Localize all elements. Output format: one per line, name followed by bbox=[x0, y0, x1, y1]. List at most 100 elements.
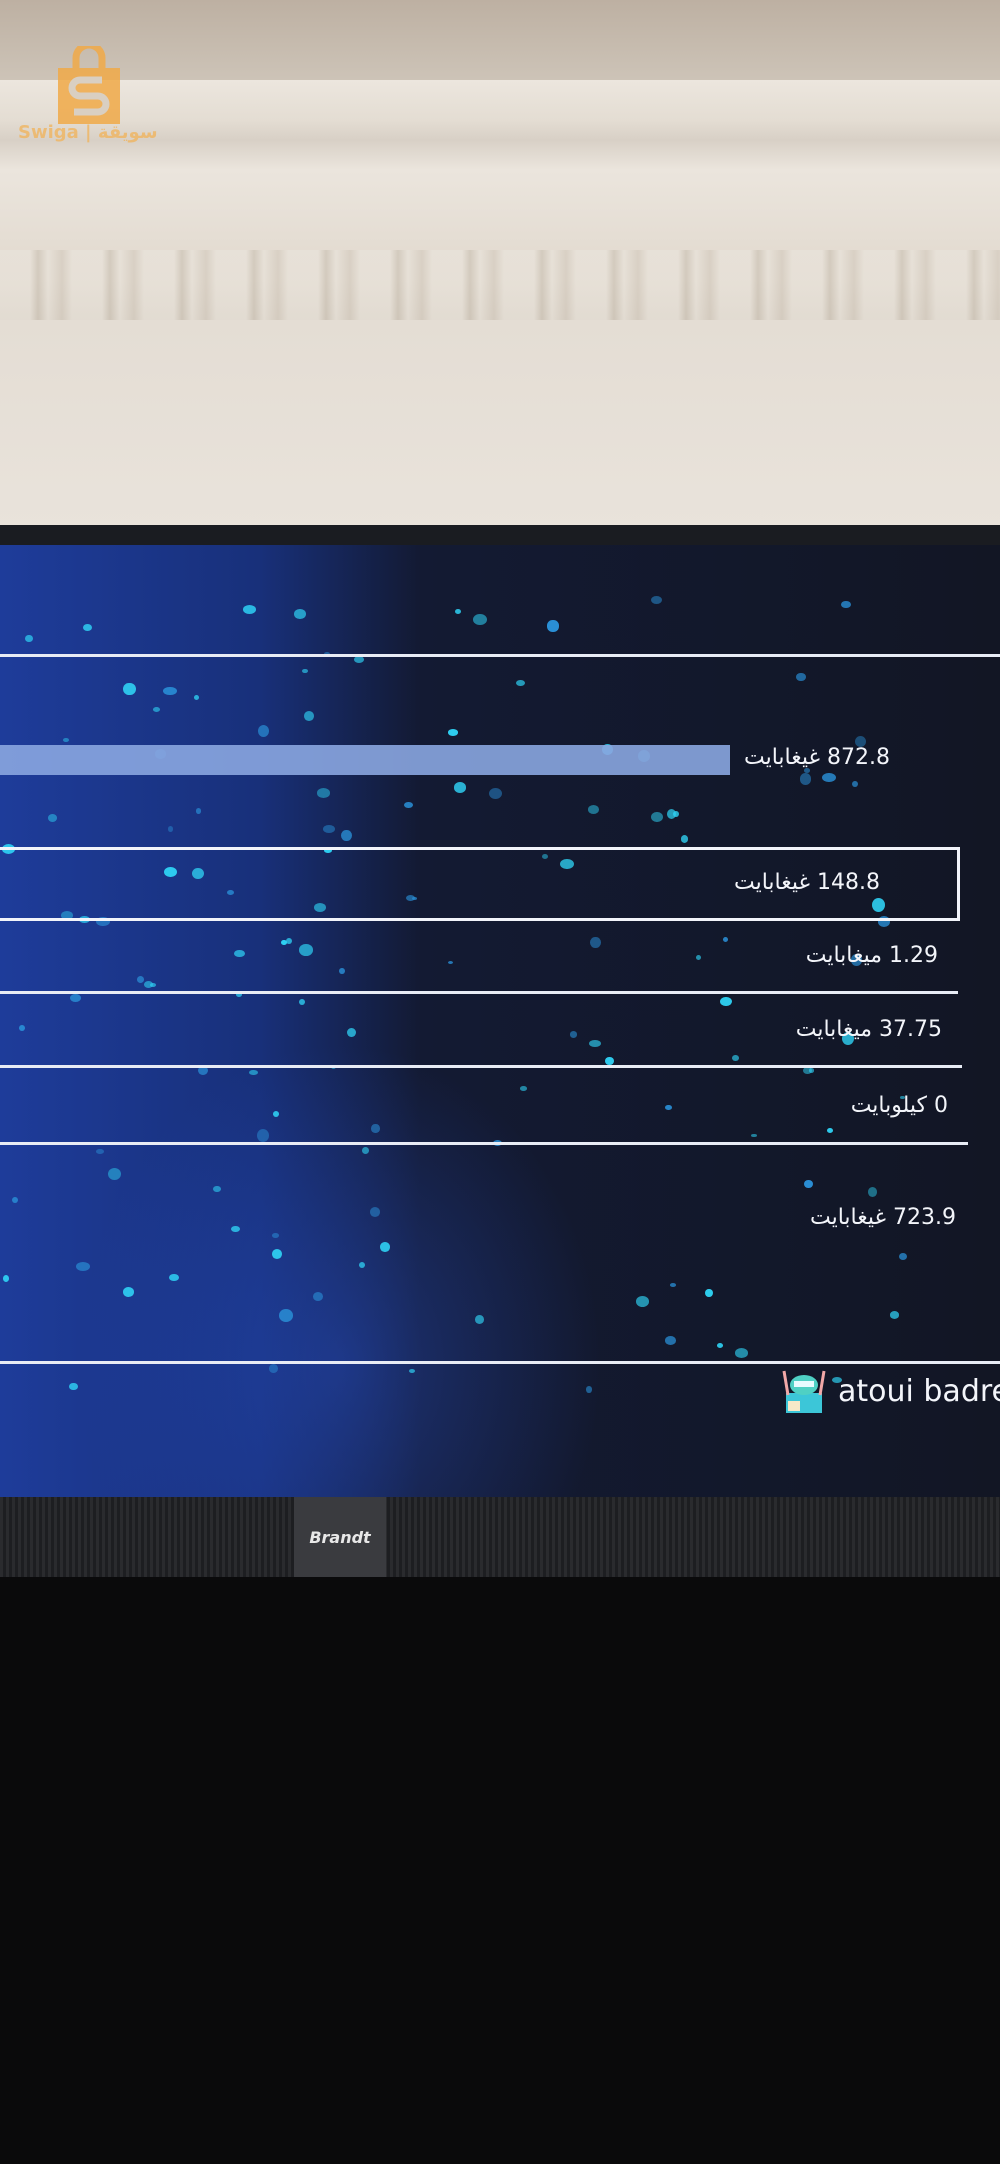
user-name: atoui badrec bbox=[838, 1373, 1000, 1409]
tv-bezel-top bbox=[0, 525, 1000, 547]
storage-usage-bar bbox=[0, 745, 730, 775]
particle bbox=[872, 898, 886, 913]
storage-row-value[interactable]: 1.29 ميغابايت bbox=[805, 943, 938, 968]
particle bbox=[301, 668, 308, 674]
particle bbox=[107, 1167, 122, 1181]
particle bbox=[589, 1039, 601, 1047]
particle bbox=[705, 1288, 713, 1297]
particle bbox=[96, 917, 110, 927]
particle bbox=[11, 1197, 18, 1204]
particle bbox=[832, 1376, 843, 1383]
particle bbox=[695, 955, 701, 961]
particle bbox=[70, 993, 82, 1002]
particle bbox=[547, 620, 559, 632]
particle bbox=[362, 1147, 369, 1155]
particle bbox=[408, 1368, 415, 1373]
particle bbox=[298, 944, 313, 956]
free-space-value: 723.9 غيغابايت bbox=[810, 1205, 956, 1230]
particle bbox=[651, 811, 664, 823]
storage-row-value[interactable]: 0 كيلوبايت bbox=[850, 1093, 948, 1118]
particle bbox=[515, 679, 526, 687]
ceiling bbox=[0, 0, 1000, 90]
storage-row-value[interactable]: 37.75 ميغابايت bbox=[795, 1017, 942, 1042]
particle bbox=[827, 1127, 834, 1133]
particle bbox=[258, 724, 270, 737]
particle bbox=[588, 804, 600, 814]
particle bbox=[316, 788, 330, 798]
tv-screen: 872.8 غيغابايت 148.8 غيغابايت 1.29 ميغاب… bbox=[0, 545, 1000, 1497]
particle bbox=[751, 1133, 758, 1138]
particle bbox=[900, 1095, 906, 1100]
particle bbox=[605, 1056, 614, 1065]
particle bbox=[279, 1309, 293, 1322]
particle bbox=[840, 600, 851, 609]
divider bbox=[0, 1361, 1000, 1364]
particle bbox=[405, 895, 415, 902]
particle bbox=[168, 1273, 179, 1282]
particle bbox=[243, 605, 257, 614]
particle bbox=[719, 996, 732, 1007]
particle bbox=[96, 1148, 105, 1155]
particle bbox=[195, 807, 201, 814]
user-profile: atoui badrec bbox=[780, 1367, 1000, 1415]
particle bbox=[404, 801, 414, 809]
particle bbox=[569, 1031, 578, 1038]
particle bbox=[271, 1249, 282, 1259]
particle bbox=[821, 772, 836, 783]
particle bbox=[324, 651, 331, 656]
particle bbox=[852, 780, 858, 787]
particle bbox=[324, 848, 332, 854]
particle bbox=[877, 915, 891, 927]
particle bbox=[226, 890, 234, 896]
particle bbox=[47, 814, 58, 823]
particle bbox=[488, 788, 502, 800]
particle bbox=[69, 1382, 79, 1391]
wall bbox=[0, 320, 1000, 530]
particle bbox=[299, 999, 306, 1006]
particle bbox=[723, 936, 729, 942]
particle bbox=[285, 937, 292, 945]
particle bbox=[475, 1315, 485, 1324]
particle bbox=[448, 960, 454, 964]
particle bbox=[650, 596, 662, 605]
divider bbox=[0, 1142, 968, 1145]
particle bbox=[122, 1287, 135, 1297]
particle bbox=[453, 782, 466, 793]
storage-row-applications[interactable] bbox=[0, 847, 960, 921]
tv-speaker-grille bbox=[0, 1497, 1000, 1577]
particle bbox=[889, 1311, 899, 1319]
particle bbox=[520, 1086, 528, 1091]
particle bbox=[340, 829, 352, 842]
particle bbox=[153, 706, 161, 712]
particle bbox=[673, 810, 679, 818]
particle bbox=[303, 710, 314, 721]
particle bbox=[369, 1207, 381, 1217]
particle bbox=[664, 1104, 672, 1111]
particle bbox=[804, 1179, 813, 1188]
particle bbox=[734, 1348, 749, 1358]
particle bbox=[136, 975, 145, 983]
tv-brand-plate: Brandt bbox=[294, 1497, 386, 1577]
particle bbox=[899, 1252, 908, 1261]
particle bbox=[198, 1065, 209, 1076]
particle bbox=[236, 992, 242, 998]
particle bbox=[82, 624, 93, 632]
storage-row-value: 148.8 غيغابايت bbox=[734, 870, 880, 895]
particle bbox=[667, 809, 677, 820]
particle bbox=[62, 737, 69, 743]
shopping-bag-icon bbox=[58, 46, 120, 124]
particle bbox=[732, 1054, 739, 1061]
watermark-text: Swiga | سويقة bbox=[18, 122, 158, 143]
particle bbox=[280, 939, 287, 946]
particle bbox=[635, 1296, 649, 1307]
particle bbox=[2, 1275, 10, 1283]
particle bbox=[664, 1336, 676, 1345]
dark-surface bbox=[0, 1577, 1000, 2164]
particle bbox=[473, 613, 487, 625]
particle bbox=[322, 825, 335, 834]
particle bbox=[76, 1262, 91, 1271]
particle bbox=[272, 1233, 280, 1238]
particle bbox=[268, 1364, 278, 1374]
particle bbox=[347, 1027, 356, 1038]
particle bbox=[542, 853, 549, 859]
